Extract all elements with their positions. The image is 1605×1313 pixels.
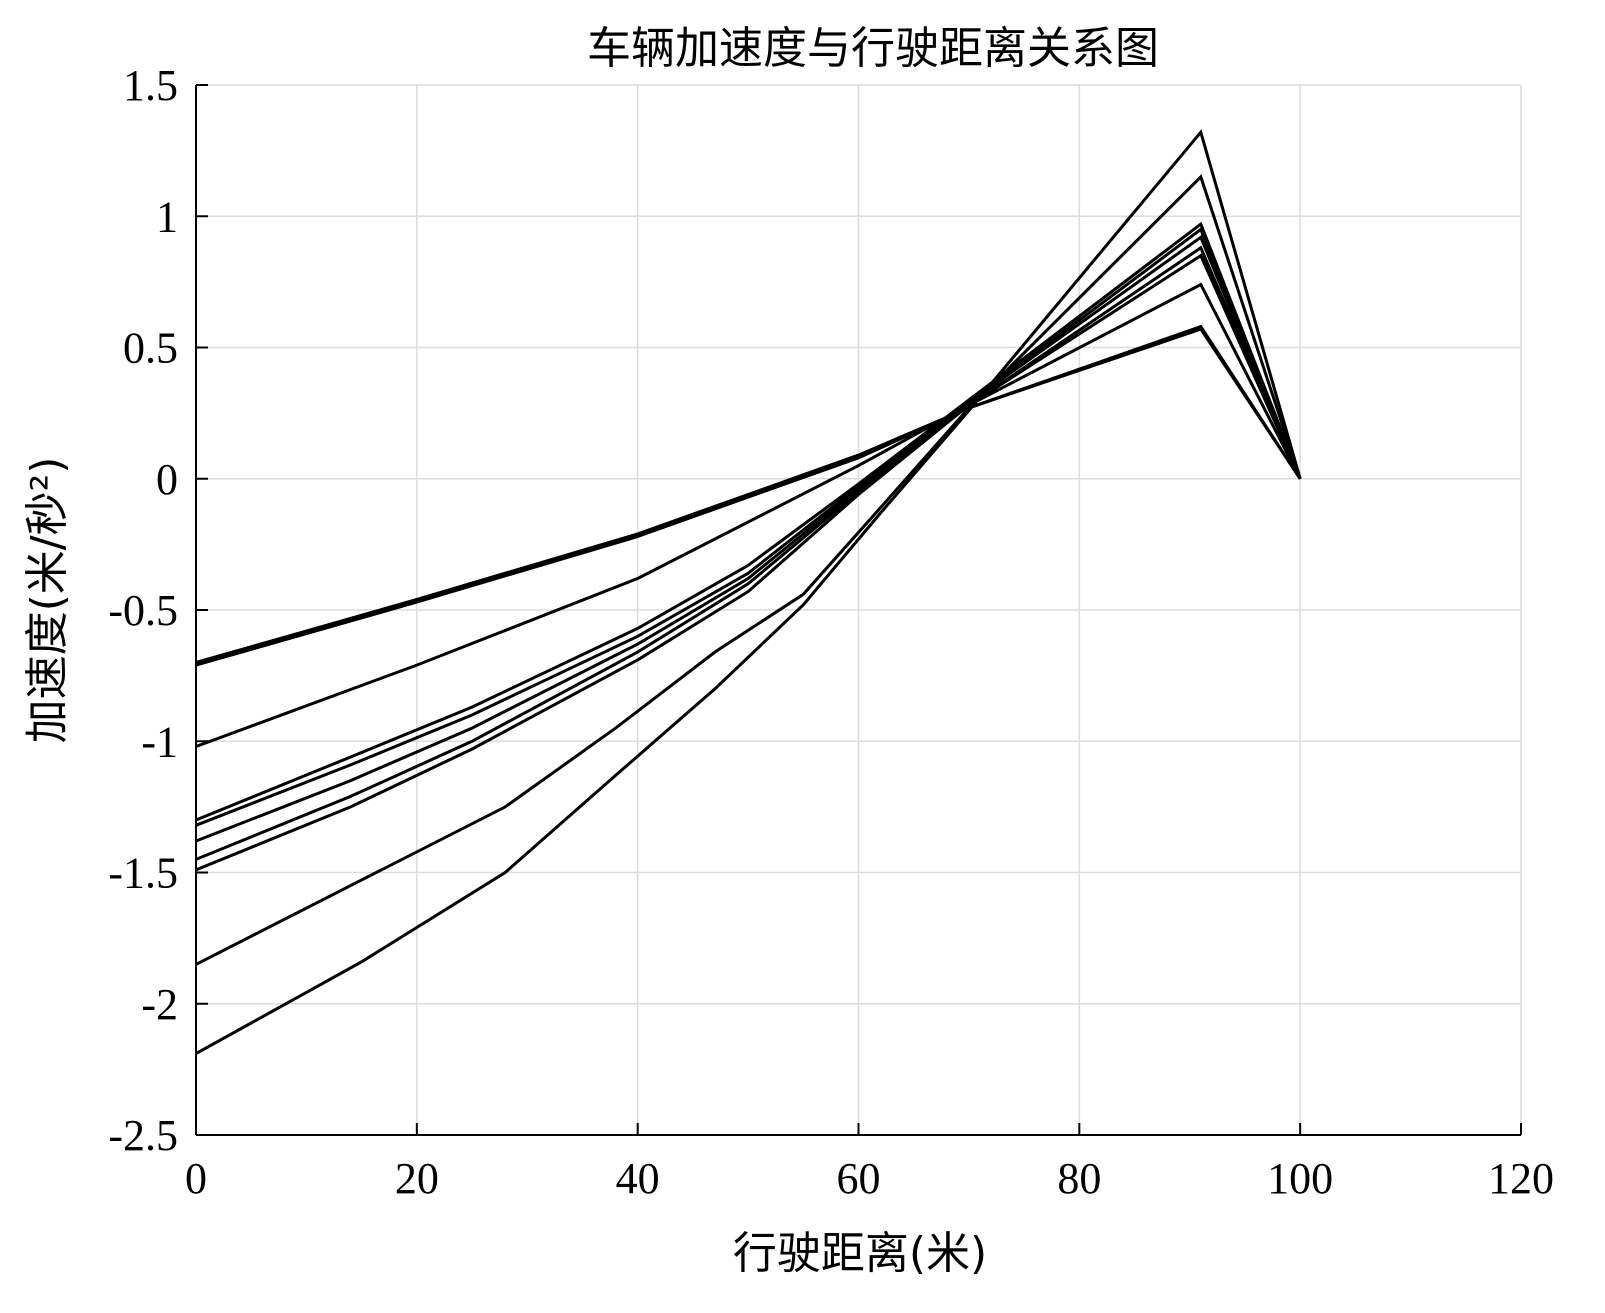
x-tick-label: 120 [1488, 1154, 1554, 1203]
y-axis-title: 加速度(米/秒²) [22, 457, 73, 744]
x-tick-label: 100 [1267, 1154, 1333, 1203]
y-tick-label: -1 [141, 717, 178, 766]
series-line-6 [195, 234, 1302, 843]
x-tick-label: 0 [185, 1154, 207, 1203]
y-tick-label: 0 [156, 455, 178, 504]
x-tick-label: 60 [837, 1154, 881, 1203]
series-line-2 [195, 324, 1302, 667]
x-tick-label: 80 [1057, 1154, 1101, 1203]
y-tick-label: -2.5 [108, 1111, 178, 1160]
x-axis-title: 行驶距离(米) [733, 1228, 987, 1279]
y-tick-label: -1.5 [108, 849, 178, 898]
gridlines [195, 84, 1522, 1136]
x-tick-label: 40 [616, 1154, 660, 1203]
series-line-3 [195, 282, 1302, 748]
chart-title: 车辆加速度与行驶距离关系图 [587, 23, 1159, 74]
series-line-9 [195, 174, 1302, 966]
series-line-8 [195, 253, 1302, 872]
y-tick-label: -2 [141, 980, 178, 1029]
x-tick-label: 20 [395, 1154, 439, 1203]
series-line-5 [195, 227, 1302, 827]
series-group [195, 129, 1302, 1055]
y-tick-label: -0.5 [108, 586, 178, 635]
y-tick-label: 1.5 [123, 61, 178, 110]
tick-labels: 0 20 40 60 80 100 120 -2.5 -2 -1.5 -1 -0.5 0 0.5 1 1.5 [108, 61, 1554, 1203]
y-tick-label: 0.5 [123, 324, 178, 373]
series-line-10 [195, 129, 1302, 1055]
series-line-4 [195, 221, 1302, 822]
y-tick-label: 1 [156, 192, 178, 241]
series-line-7 [195, 245, 1302, 861]
